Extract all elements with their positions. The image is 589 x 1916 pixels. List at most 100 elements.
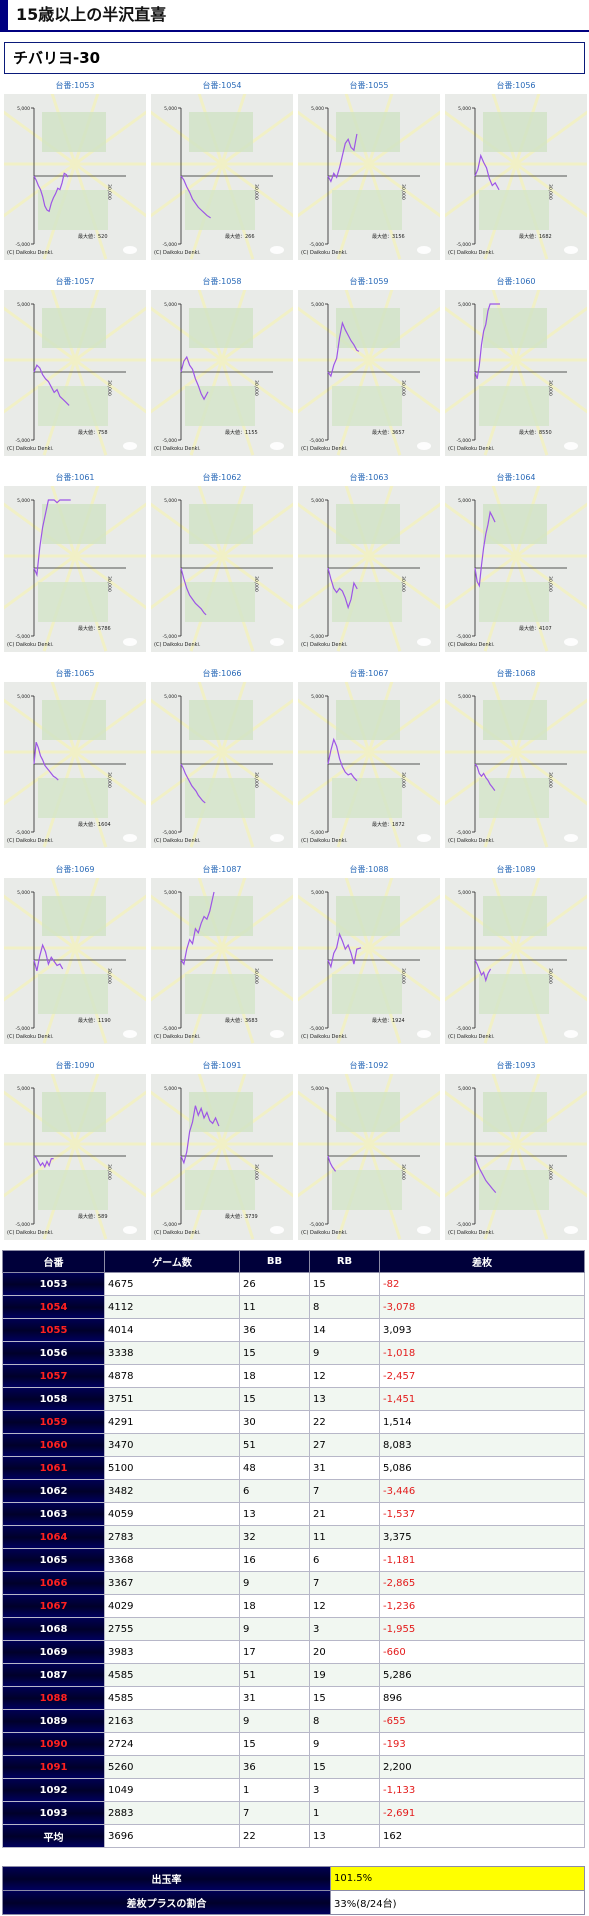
cell-games: 2724	[104, 1732, 240, 1756]
machine-number-label[interactable]: 台番:1067	[349, 669, 389, 678]
machine-number-label[interactable]: 台番:1093	[496, 1061, 536, 1070]
cell-difference: -3,078	[379, 1295, 585, 1319]
machine-number-label[interactable]: 台番:1054	[202, 81, 242, 90]
header-games: ゲーム数	[104, 1250, 240, 1273]
x-max-label: 30,000	[400, 772, 406, 788]
cell-rb: 3	[309, 1617, 380, 1641]
machine-number-label[interactable]: 台番:1058	[202, 277, 242, 286]
table-row: 1091 5260 36 15 2,200	[2, 1755, 585, 1779]
decor-panel	[483, 700, 547, 740]
cell-games: 5100	[104, 1456, 240, 1480]
cell-bb: 30	[239, 1410, 310, 1434]
table-row: 1064 2783 32 11 3,375	[2, 1525, 585, 1549]
cell-difference: 162	[379, 1824, 585, 1848]
decor-badge	[564, 638, 578, 646]
max-value-label: 最大値：1190	[78, 1017, 111, 1024]
cell-games: 3983	[104, 1640, 240, 1664]
cell-rb: 6	[309, 1548, 380, 1572]
page-title: 15歳以上の半沢直喜	[0, 0, 589, 32]
machine-number-label[interactable]: 台番:1092	[349, 1061, 389, 1070]
machine-number-label[interactable]: 台番:1059	[349, 277, 389, 286]
cell-rb: 9	[309, 1341, 380, 1365]
graph-image: 5,000 -5,000 30,000 最大値：266 (C) Daikoku Denk…	[151, 94, 293, 260]
machine-number-label[interactable]: 台番:1056	[496, 81, 536, 90]
machine-number-label[interactable]: 台番:1066	[202, 669, 242, 678]
cell-machine-number: 1055	[2, 1318, 105, 1342]
cell-difference: -1,236	[379, 1594, 585, 1618]
machine-number-label[interactable]: 台番:1061	[55, 473, 95, 482]
cell-machine-number: 1054	[2, 1295, 105, 1319]
graph-image: 5,000 -5,000 30,000 最大値：4107 (C) Daikoku Den…	[445, 486, 587, 652]
y-bottom-label: -5,000	[15, 634, 30, 640]
y-bottom-label: -5,000	[456, 634, 471, 640]
machine-number-label[interactable]: 台番:1068	[496, 669, 536, 678]
cell-bb: 18	[239, 1594, 310, 1618]
cell-difference: -2,691	[379, 1801, 585, 1825]
cell-bb: 17	[239, 1640, 310, 1664]
machine-number-label[interactable]: 台番:1055	[349, 81, 389, 90]
cell-rb: 11	[309, 1525, 380, 1549]
machine-number-label[interactable]: 台番:1053	[55, 81, 95, 90]
machine-number-label[interactable]: 台番:1091	[202, 1061, 242, 1070]
copyright-label: (C) Daikoku Denki.	[448, 1034, 495, 1040]
cell-machine-number: 1062	[2, 1479, 105, 1503]
cell-bb: 13	[239, 1502, 310, 1526]
machine-number-label[interactable]: 台番:1088	[349, 865, 389, 874]
decor-badge	[417, 246, 431, 254]
decor-ray	[445, 1090, 517, 1146]
slump-series-line	[327, 567, 358, 610]
x-max-label: 30,000	[547, 380, 553, 396]
cell-difference: -2,865	[379, 1571, 585, 1595]
max-value-label: 最大値：266	[225, 233, 255, 240]
slot-chart-card: 台番:1053 5,000 -5,000 30,000 最大値：520 (C) Daiko…	[4, 80, 146, 264]
machine-number-label[interactable]: 台番:1064	[496, 473, 536, 482]
machine-number-label[interactable]: 台番:1060	[496, 277, 536, 286]
x-max-label: 30,000	[106, 576, 112, 592]
max-value-label: 最大値：3156	[372, 233, 405, 240]
y-top-label: 5,000	[311, 1086, 324, 1092]
machine-number-label[interactable]: 台番:1057	[55, 277, 95, 286]
slot-chart-card: 台番:1060 5,000 -5,000 30,000 最大値：8550 (C) Daik…	[445, 276, 587, 460]
machine-number-label[interactable]: 台番:1063	[349, 473, 389, 482]
slump-series-line	[474, 303, 500, 379]
slot-chart-card: 台番:1091 5,000 -5,000 30,000 最大値：3739 (C) Daik…	[151, 1060, 293, 1244]
x-max-label: 30,000	[253, 1164, 259, 1180]
decor-ray	[221, 162, 293, 218]
header-machine-number: 台番	[2, 1250, 105, 1273]
decor-panel	[189, 308, 253, 348]
decor-ray	[368, 1142, 440, 1198]
cell-bb: 51	[239, 1663, 310, 1687]
machine-number-label[interactable]: 台番:1065	[55, 669, 95, 678]
y-top-label: 5,000	[17, 1086, 30, 1092]
slot-chart-card: 台番:1090 5,000 -5,000 30,000 最大値：589 (C) Daiko…	[4, 1060, 146, 1244]
machine-number-label[interactable]: 台番:1089	[496, 865, 536, 874]
decor-ray	[74, 554, 146, 610]
graph-image: 5,000 -5,000 30,000 最大値：1190 (C) Daikoku Den…	[4, 878, 146, 1044]
y-top-label: 5,000	[164, 498, 177, 504]
decor-badge	[270, 442, 284, 450]
machine-number-label[interactable]: 台番:1090	[55, 1061, 95, 1070]
table-row: 1068 2755 9 3 -1,955	[2, 1617, 585, 1641]
cell-rb: 8	[309, 1709, 380, 1733]
y-top-label: 5,000	[164, 694, 177, 700]
decor-ray	[445, 894, 517, 950]
decor-ray	[4, 698, 76, 754]
slump-series-line	[33, 943, 64, 972]
table-row: 1056 3338 15 9 -1,018	[2, 1341, 585, 1365]
machine-number-label[interactable]: 台番:1069	[55, 865, 95, 874]
copyright-label: (C) Daikoku Denki.	[154, 1034, 201, 1040]
graph-image: 5,000 -5,000 30,000 最大値：589 (C) Daikoku Denk…	[4, 1074, 146, 1240]
cell-machine-number: 1056	[2, 1341, 105, 1365]
machine-number-label[interactable]: 台番:1062	[202, 473, 242, 482]
cell-machine-number: 1092	[2, 1778, 105, 1802]
cell-rb: 14	[309, 1318, 380, 1342]
table-row: 1058 3751 15 13 -1,451	[2, 1387, 585, 1411]
machine-number-label[interactable]: 台番:1087	[202, 865, 242, 874]
cell-rb: 7	[309, 1571, 380, 1595]
decor-badge	[270, 1226, 284, 1234]
decor-badge	[417, 442, 431, 450]
cell-rb: 13	[309, 1387, 380, 1411]
cell-difference: 2,200	[379, 1755, 585, 1779]
slump-series-line	[180, 175, 211, 219]
copyright-label: (C) Daikoku Denki.	[301, 1034, 348, 1040]
